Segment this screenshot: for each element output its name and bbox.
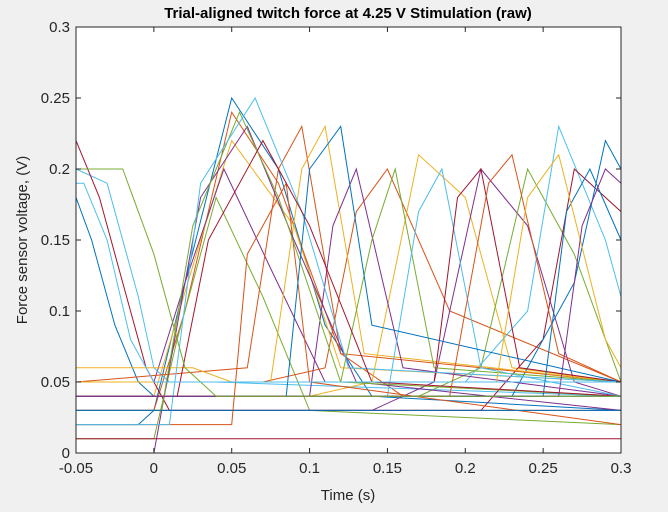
trace-line — [75, 124, 622, 383]
traces-group — [75, 96, 622, 454]
trace-line — [76, 182, 621, 383]
trace-line — [76, 96, 622, 426]
chart-title: Trial-aligned twitch force at 4.25 V Sti… — [164, 5, 532, 22]
x-tick-label: -0.05 — [59, 460, 93, 477]
y-tick-label: 0.3 — [49, 19, 70, 36]
y-tick-label: 0.2 — [49, 161, 70, 178]
trace-line — [76, 168, 621, 397]
y-tick-label: 0.1 — [49, 303, 70, 320]
x-tick-label: 0 — [150, 460, 158, 477]
x-axis-label: Time (s) — [321, 487, 375, 504]
y-tick-label: 0.15 — [41, 232, 70, 249]
x-tick-label: 0.1 — [299, 460, 320, 477]
y-axis-label: Force sensor voltage, (V) — [14, 156, 31, 324]
trace-line — [76, 96, 622, 426]
y-ticks: 0 0.05 0.1 0.15 0.2 0.25 0.3 — [41, 19, 621, 462]
y-tick-label: 0.25 — [41, 90, 70, 107]
x-tick-label: 0.25 — [529, 460, 558, 477]
x-ticks: -0.05 0 0.05 0.1 0.15 0.2 0.25 0.3 — [59, 27, 632, 477]
x-tick-label: 0.2 — [455, 460, 476, 477]
trace-line — [76, 110, 621, 411]
x-tick-label: 0.3 — [611, 460, 632, 477]
trace-line — [76, 181, 622, 426]
x-tick-label: 0.15 — [373, 460, 402, 477]
y-tick-label: 0.05 — [41, 374, 70, 391]
x-tick-label: 0.05 — [217, 460, 246, 477]
y-tick-label: 0 — [62, 445, 70, 462]
